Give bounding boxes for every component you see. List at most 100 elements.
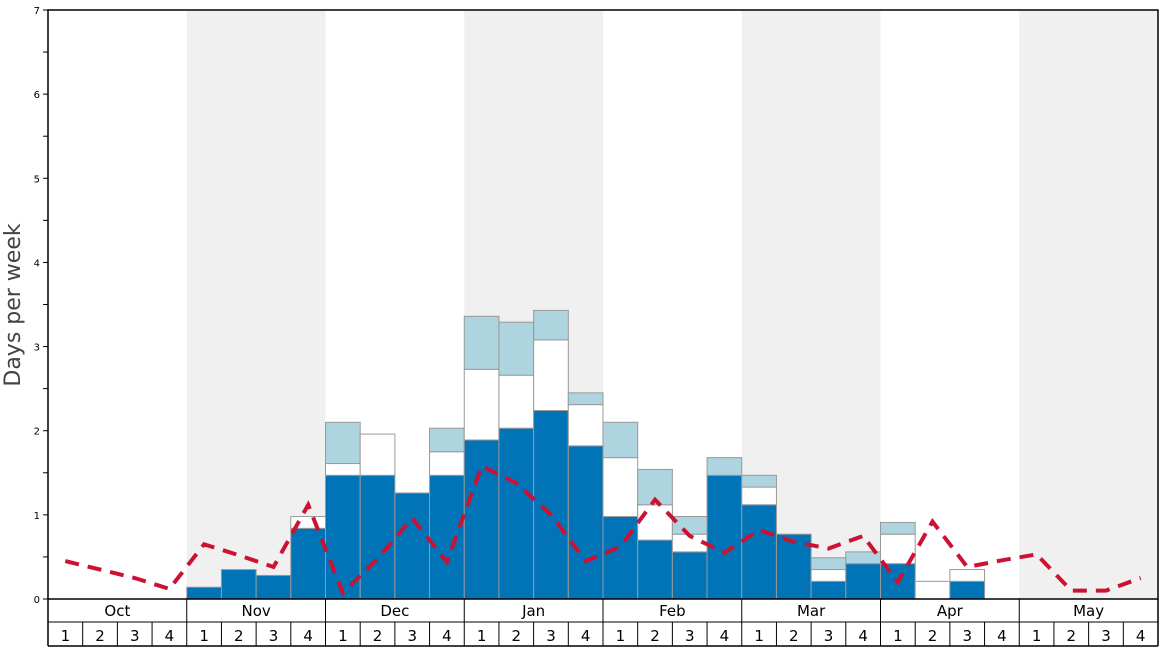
bar-segment-1-week-13 bbox=[463, 439, 500, 600]
axes bbox=[43, 9, 1159, 647]
week-label: 2 bbox=[95, 627, 105, 645]
x-axis-labels: Oct 1 2 3 4 Nov 1 2 3 4 Dec 1 2 3 4 Jan 1 2 3 4 Feb 1 2 3 4 Mar 1 2… bbox=[61, 602, 1146, 645]
average-line bbox=[64, 463, 1142, 597]
bar-segment-1-week-6 bbox=[220, 569, 257, 600]
week-label: 2 bbox=[512, 627, 522, 645]
week-label: 1 bbox=[199, 627, 209, 645]
bar-segment-2-week-13 bbox=[463, 368, 500, 441]
bar-segment-3-week-25 bbox=[880, 521, 916, 535]
week-label: 3 bbox=[962, 627, 972, 645]
bar-segment-3-week-9 bbox=[325, 421, 361, 465]
month-label-feb: Feb bbox=[659, 602, 686, 620]
month-label-may: May bbox=[1073, 602, 1104, 620]
week-label: 3 bbox=[269, 627, 279, 645]
bar-segment-3-week-17 bbox=[602, 421, 639, 459]
bar-segment-2-week-14 bbox=[498, 374, 535, 429]
week-label: 2 bbox=[234, 627, 244, 645]
bar-segment-3-week-15 bbox=[533, 309, 569, 341]
week-label: 1 bbox=[1032, 627, 1042, 645]
bar-segment-1-week-10 bbox=[359, 474, 396, 600]
y-tick-label: 7 bbox=[34, 6, 40, 17]
bar-segment-3-week-19 bbox=[671, 516, 708, 535]
week-label: 3 bbox=[1101, 627, 1111, 645]
bar-segment-2-week-23 bbox=[810, 569, 847, 582]
bar-segment-2-week-12 bbox=[429, 451, 465, 476]
y-tick-label: 3 bbox=[34, 343, 40, 354]
bar-stack bbox=[186, 309, 986, 600]
week-label: 1 bbox=[893, 627, 903, 645]
bar-segment-1-week-12 bbox=[429, 474, 465, 600]
week-label: 2 bbox=[373, 627, 383, 645]
bar-segment-2-week-17 bbox=[602, 457, 639, 518]
bar-segment-1-week-5 bbox=[186, 586, 222, 600]
y-axis-title: Days per week bbox=[1, 223, 26, 386]
month-shading bbox=[186, 10, 1158, 599]
week-label: 3 bbox=[407, 627, 417, 645]
week-label: 4 bbox=[165, 627, 175, 645]
y-tick-label: 5 bbox=[34, 174, 40, 185]
bar-segment-1-week-23 bbox=[810, 580, 847, 600]
week-label: 3 bbox=[685, 627, 695, 645]
week-label: 4 bbox=[1136, 627, 1146, 645]
bar-segment-3-week-21 bbox=[741, 474, 777, 488]
month-shade-may bbox=[1019, 10, 1158, 599]
y-tick-label: 0 bbox=[34, 595, 40, 606]
week-label: 1 bbox=[477, 627, 487, 645]
y-axis-labels: 0 1 2 3 4 5 6 7 bbox=[34, 6, 40, 606]
bar-segment-1-week-15 bbox=[533, 410, 569, 600]
month-label-apr: Apr bbox=[937, 602, 964, 620]
bar-segment-1-week-27 bbox=[949, 580, 986, 600]
week-label: 2 bbox=[650, 627, 660, 645]
month-label-dec: Dec bbox=[380, 602, 409, 620]
week-label: 2 bbox=[789, 627, 799, 645]
bar-segment-1-week-24 bbox=[845, 563, 881, 600]
y-tick-label: 2 bbox=[34, 427, 40, 438]
week-label: 4 bbox=[997, 627, 1007, 645]
week-label: 2 bbox=[928, 627, 938, 645]
week-label: 1 bbox=[754, 627, 764, 645]
y-tick-label: 6 bbox=[34, 90, 40, 101]
bar-segment-3-week-23 bbox=[810, 557, 847, 571]
week-label: 4 bbox=[581, 627, 591, 645]
week-label: 1 bbox=[338, 627, 348, 645]
bar-segment-2-week-9 bbox=[325, 463, 361, 476]
y-tick-label: 4 bbox=[34, 258, 40, 269]
bar-segment-1-week-18 bbox=[637, 539, 673, 600]
bar-segment-3-week-13 bbox=[463, 315, 500, 370]
week-label: 1 bbox=[616, 627, 626, 645]
week-label: 4 bbox=[720, 627, 730, 645]
bar-segment-2-week-21 bbox=[741, 486, 777, 506]
bar-segment-1-week-7 bbox=[255, 574, 292, 600]
bar-segment-1-week-11 bbox=[394, 492, 431, 600]
month-label-nov: Nov bbox=[241, 602, 270, 620]
bar-segment-1-week-17 bbox=[602, 516, 639, 600]
bar-segment-2-week-26 bbox=[914, 580, 951, 600]
week-label: 4 bbox=[442, 627, 452, 645]
week-label: 3 bbox=[546, 627, 556, 645]
week-label: 2 bbox=[1067, 627, 1077, 645]
bar-segment-1-week-8 bbox=[290, 527, 326, 600]
week-label: 3 bbox=[824, 627, 834, 645]
bar-segment-3-week-12 bbox=[429, 427, 465, 453]
week-label: 4 bbox=[303, 627, 313, 645]
month-label-jan: Jan bbox=[521, 602, 545, 620]
bar-segment-2-week-27 bbox=[949, 569, 986, 582]
bar-segment-1-week-16 bbox=[567, 445, 604, 600]
week-label: 1 bbox=[61, 627, 71, 645]
bar-segment-1-week-14 bbox=[498, 427, 535, 600]
bar-segment-3-week-20 bbox=[706, 457, 743, 476]
bar-segment-1-week-19 bbox=[671, 551, 708, 600]
bar-segment-3-week-16 bbox=[567, 392, 604, 406]
week-label: 4 bbox=[858, 627, 868, 645]
bar-segment-3-week-14 bbox=[498, 321, 535, 376]
bar-segment-2-week-10 bbox=[359, 433, 396, 476]
bar-segment-1-week-21 bbox=[741, 504, 777, 600]
month-label-mar: Mar bbox=[797, 602, 826, 620]
average-line-path bbox=[64, 463, 1142, 597]
bar-segment-1-week-20 bbox=[706, 474, 743, 600]
y-tick-label: 1 bbox=[34, 511, 40, 522]
month-label-oct: Oct bbox=[104, 602, 130, 620]
month-shade-nov bbox=[186, 10, 326, 599]
